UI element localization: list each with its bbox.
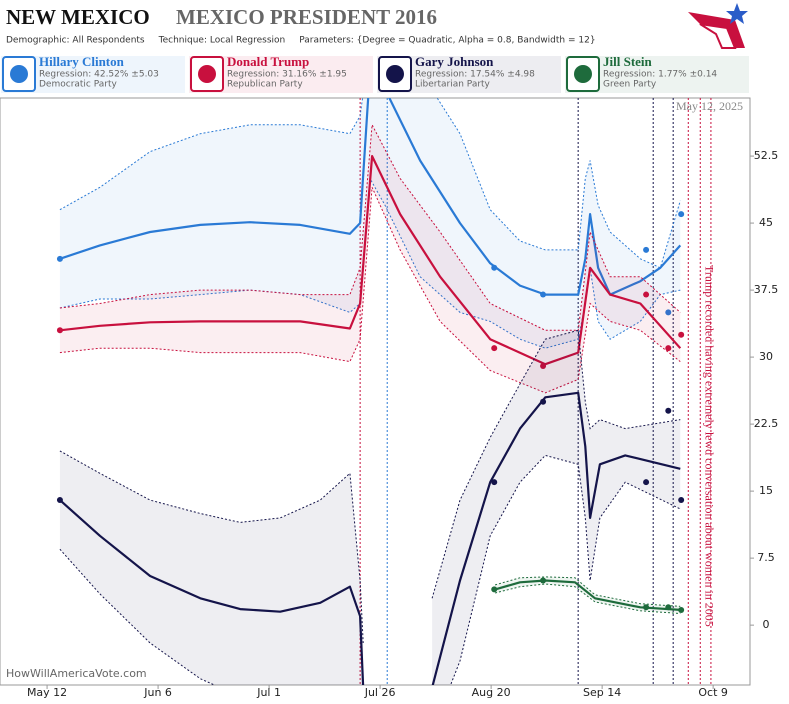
legend-regression: Regression: 31.16% ±1.95: [227, 70, 347, 80]
legend-party: Green Party: [603, 80, 657, 90]
legend-regression: Regression: 17.54% ±4.98: [415, 70, 535, 80]
x-tick-label: Jul 1: [256, 686, 281, 699]
y-tick-label: 30: [759, 350, 773, 363]
legend-name: Gary Johnson: [415, 54, 494, 69]
poll-dot: [643, 479, 650, 486]
x-tick-label: Jun 6: [143, 686, 172, 699]
legend-icon-mark: [386, 65, 404, 83]
poll-dot: [491, 479, 498, 486]
trend-line: [59, 98, 682, 296]
annotation: Trump recorded having extremely lewd con…: [702, 265, 716, 627]
confidence-band: [59, 330, 681, 685]
band-lower: [59, 176, 681, 349]
poll-dot: [491, 586, 498, 593]
band-lower: [494, 583, 681, 614]
poll-dot: [665, 309, 672, 316]
poll-dot: [56, 497, 63, 504]
legend-party: Democratic Party: [39, 80, 118, 90]
poll-dot: [678, 606, 685, 613]
confidence-band: [59, 124, 681, 393]
poll-dot: [540, 363, 547, 370]
poll-dot: [678, 331, 685, 338]
poll-dot: [643, 246, 650, 253]
x-tick-label: Sep 14: [583, 686, 621, 699]
confidence-band: [495, 576, 681, 614]
y-tick-label: 45: [759, 216, 773, 229]
logo: [688, 3, 748, 49]
x-tick-label: May 12: [27, 686, 67, 699]
legend-party: Libertarian Party: [415, 80, 491, 90]
poll-dot: [540, 291, 547, 298]
poll-dot: [678, 497, 685, 504]
state-title: NEW MEXICO: [6, 5, 150, 29]
plot-frame: [0, 97, 751, 686]
band-upper: [494, 576, 681, 607]
trend-line: [59, 391, 681, 685]
band-lower: [59, 187, 681, 394]
confidence-band: [59, 98, 681, 349]
chart-title: MEXICO PRESIDENT 2016: [176, 5, 437, 29]
y-tick-label: 22.5: [754, 417, 779, 430]
legend-name: Donald Trump: [227, 54, 309, 69]
poll-dot: [540, 577, 547, 584]
band-lower: [59, 454, 681, 685]
legend-regression: Regression: 1.77% ±0.14: [603, 70, 717, 80]
poll-dot: [643, 604, 650, 611]
watermark: HowWillAmericaVote.com: [6, 667, 147, 680]
band-upper: [59, 98, 681, 269]
poll-dot: [56, 327, 63, 334]
trend-line: [494, 579, 681, 611]
x-tick-label: Aug 20: [472, 686, 511, 699]
plot-area: [56, 98, 712, 685]
poll-dot: [540, 398, 547, 405]
y-tick-label: 7.5: [757, 551, 775, 564]
meta-text: Parameters: {Degree = Quadratic, Alpha =…: [299, 36, 595, 46]
legend-icon-mark: [10, 65, 28, 83]
poll-dot: [491, 345, 498, 352]
x-tick-label: Oct 9: [698, 686, 728, 699]
legend-icon-mark: [574, 65, 592, 83]
poll-dot: [678, 211, 685, 218]
y-tick-label: 37.5: [754, 283, 779, 296]
meta-text: Technique: Local Regression: [158, 36, 286, 46]
meta-text: Demographic: All Respondents: [6, 36, 145, 46]
poll-dot: [665, 345, 672, 352]
poll-dot: [491, 264, 498, 271]
legend-party: Republican Party: [227, 80, 303, 90]
x-tick-label: Jul 26: [364, 686, 396, 699]
legend-regression: Regression: 42.52% ±5.03: [39, 70, 159, 80]
legend-icon-mark: [198, 65, 216, 83]
poll-dot: [665, 604, 672, 611]
date-note: May 12, 2025: [676, 99, 743, 113]
y-tick-label: 15: [759, 484, 773, 497]
legend-name: Jill Stein: [603, 54, 653, 69]
legend-name: Hillary Clinton: [39, 54, 125, 69]
poll-dot: [665, 407, 672, 414]
trend-line: [59, 155, 682, 366]
y-tick-label: 0: [763, 618, 770, 631]
band-upper: [59, 123, 681, 331]
y-tick-label: 52.5: [754, 149, 779, 162]
poll-dot: [643, 291, 650, 298]
band-upper: [59, 329, 681, 644]
poll-dot: [56, 255, 63, 262]
